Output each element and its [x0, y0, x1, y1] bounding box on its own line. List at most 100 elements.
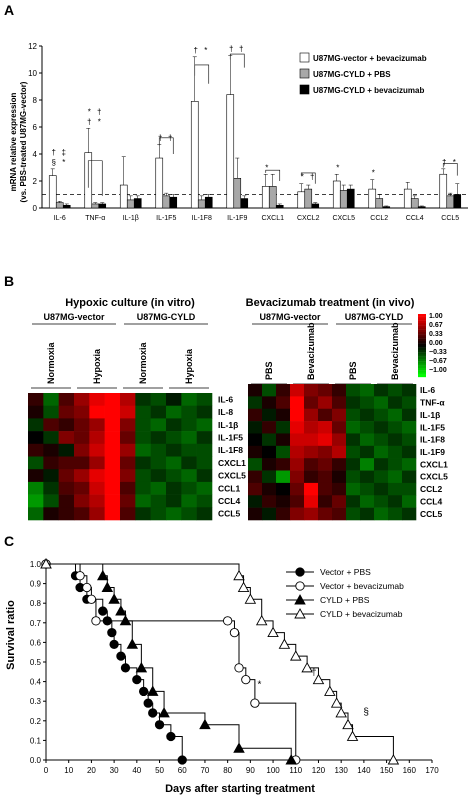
survival-point — [330, 697, 343, 708]
heatmap-right-cell — [388, 470, 403, 484]
heatmap-right-cell — [290, 433, 305, 447]
bar-chart-category-label: CXCL5 — [332, 215, 355, 222]
survival-point — [148, 708, 158, 718]
heatmap-left-cell — [104, 481, 121, 495]
survival-x-tick-label: 150 — [380, 766, 394, 775]
heatmap-right-cell — [276, 433, 291, 447]
survival-point — [234, 663, 244, 673]
heatmap-left-cell — [43, 469, 59, 483]
heatmap-right-cell — [388, 421, 403, 434]
heatmap-left-cell — [166, 405, 182, 419]
heatmap-legend-gradient — [418, 347, 426, 351]
heatmap-left-cell — [135, 431, 151, 445]
heatmap-right-cell — [290, 408, 305, 422]
heatmap-left-cell — [58, 405, 75, 419]
heatmap-right-row-label: IL-1F5 — [420, 422, 445, 432]
survival-point — [233, 742, 245, 753]
heatmap-right-row-label: CCL5 — [420, 509, 442, 519]
heatmap-right-cell — [360, 384, 375, 397]
survival-x-tick-label: 40 — [132, 766, 141, 775]
heatmap-right-cell — [304, 433, 319, 447]
survival-y-tick-label: 0.5 — [30, 658, 42, 667]
heatmap-legend-tick: 0.00 — [429, 340, 443, 347]
bar-significance-mark: * — [98, 117, 101, 126]
heatmap-left-cell — [181, 456, 197, 470]
heatmap-left-cell — [150, 418, 167, 432]
survival-x-tick-label: 70 — [200, 766, 209, 775]
heatmap-right-cell — [290, 384, 305, 397]
heatmap-left-cell — [120, 507, 136, 521]
survival-point — [324, 685, 336, 696]
survival-point — [285, 754, 297, 765]
heatmap-right-cell — [290, 495, 305, 508]
heatmap-right-cell — [248, 507, 263, 521]
heatmap-right-cell — [248, 495, 263, 508]
heatmap-legend-gradient — [418, 372, 426, 375]
heatmap-left-cell — [89, 481, 105, 495]
heatmap-right-cell — [318, 470, 333, 484]
heatmap-right-cell — [248, 433, 263, 447]
bar-significance-mark: § — [52, 158, 56, 167]
survival-legend-label: CYLD + PBS — [320, 595, 370, 605]
survival-point — [126, 638, 139, 649]
heatmap-legend-gradient — [418, 370, 426, 373]
heatmap-right-cell — [360, 396, 375, 410]
heatmap-left-cell — [104, 405, 121, 419]
heatmap-legend-tick: −1.00 — [429, 367, 447, 374]
heatmap-left-cell — [150, 393, 167, 406]
heatmap-right-cell — [388, 433, 403, 447]
heatmap-left-cell — [43, 481, 59, 495]
heatmap-right-cell — [304, 470, 319, 484]
heatmap-right-row-label: IL-1F8 — [420, 435, 445, 445]
heatmap-left-cell — [89, 443, 105, 457]
heatmap-legend-gradient — [418, 332, 426, 335]
heatmap-right-cell — [374, 445, 389, 459]
survival-x-tick-label: 20 — [87, 766, 96, 775]
heatmap-right-cell — [402, 507, 417, 521]
heatmap-left-cell — [58, 431, 75, 445]
heatmap-left-cell — [74, 456, 90, 470]
heatmap-right-cell — [346, 458, 361, 471]
heatmap-right-cell — [262, 408, 277, 422]
bar-significance-bracket — [442, 163, 458, 176]
heatmap-left-cell — [135, 469, 151, 483]
heatmap-legend-gradient — [418, 329, 426, 333]
survival-point — [237, 581, 250, 592]
survival-y-tick-label: 0.3 — [30, 697, 42, 706]
bar-chart-panel-a: mRNA relative expression (vs. PBS-treate… — [9, 42, 468, 222]
heatmap-legend-tick: 1.00 — [429, 313, 443, 320]
heatmap-right-cell — [290, 458, 305, 471]
bar — [268, 186, 277, 209]
bar — [162, 195, 171, 209]
heatmap-right-cell — [248, 482, 263, 496]
heatmap-right-cell — [374, 470, 389, 484]
bar-significance-bracket — [229, 53, 245, 68]
heatmap-left-cell — [181, 418, 197, 432]
bar — [297, 191, 306, 209]
survival-chart-panel-c: Survival ratio Days after starting treat… — [5, 558, 439, 795]
heatmap-left-row-label: IL-1F8 — [218, 445, 243, 455]
survival-point — [312, 673, 325, 685]
heatmap-right-cell — [248, 458, 263, 471]
heatmap-left-cell — [89, 393, 105, 406]
heatmap-right-row-label: CXCL1 — [420, 459, 448, 469]
heatmap-left-cell — [150, 405, 167, 419]
heatmap-right-cell — [374, 408, 389, 422]
survival-x-tick-label: 60 — [178, 766, 187, 775]
heatmap-right-cell — [402, 458, 417, 471]
survival-y-tick-label: 0.2 — [30, 717, 42, 726]
bar-significance-mark: ‡ — [62, 148, 66, 157]
survival-point — [107, 627, 117, 638]
heatmap-left-cell — [150, 443, 167, 457]
bar — [375, 198, 384, 209]
bar-chart-category-label: TNF-α — [85, 215, 105, 222]
survival-point — [346, 730, 359, 741]
bar — [368, 188, 377, 209]
heatmap-right-cell — [318, 421, 333, 434]
bar-significance-mark: * — [265, 163, 268, 172]
bar-chart-category-label: IL-1F9 — [227, 215, 247, 222]
heatmap-right-cell — [262, 384, 277, 397]
heatmap-legend-gradient — [418, 343, 426, 346]
heatmap-left-cell — [166, 507, 182, 521]
heatmap-left-cell — [104, 431, 121, 445]
